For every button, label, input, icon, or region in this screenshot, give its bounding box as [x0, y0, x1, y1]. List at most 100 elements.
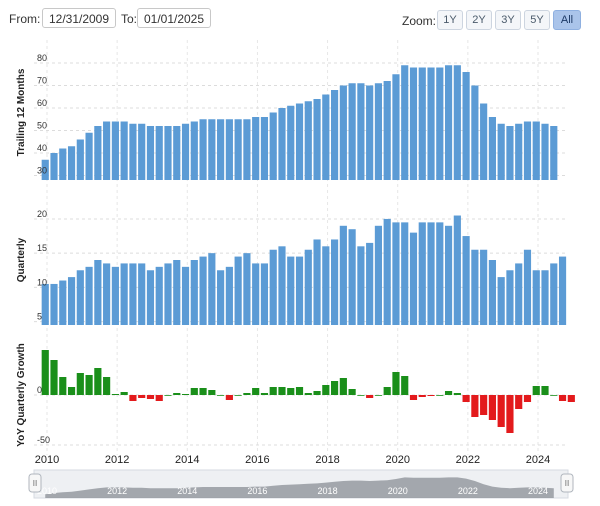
bar: [436, 67, 444, 180]
bar: [322, 246, 330, 325]
y-axis-label: Quarterly: [16, 237, 27, 282]
navigator-left-handle-grip: II: [33, 479, 37, 488]
bar: [50, 283, 58, 325]
from-label: From:: [9, 12, 41, 26]
zoom-5y-button[interactable]: 5Y: [524, 10, 550, 30]
navigator-left-handle[interactable]: [28, 473, 42, 493]
bar: [541, 123, 549, 180]
y-tick-label: 30: [37, 166, 47, 176]
bar: [383, 81, 391, 180]
bar: [444, 391, 453, 395]
zoom-label: Zoom:: [402, 14, 437, 28]
bar: [138, 123, 146, 180]
bar: [295, 103, 304, 180]
bar: [506, 395, 514, 433]
bar: [558, 395, 567, 401]
bar: [181, 266, 190, 325]
bar: [497, 395, 505, 427]
bar: [173, 126, 181, 180]
bar: [550, 126, 558, 180]
bar: [374, 395, 383, 396]
zoom-all-button[interactable]: All: [553, 10, 581, 30]
bar: [225, 395, 233, 400]
zoom-2y-button[interactable]: 2Y: [466, 10, 492, 30]
bar: [287, 388, 295, 395]
navigator-tick-label: 2012: [107, 486, 127, 496]
bar: [181, 123, 190, 180]
bar: [357, 246, 365, 325]
bar: [94, 126, 102, 180]
bar: [304, 393, 312, 395]
bar: [462, 395, 470, 402]
bar: [383, 387, 391, 395]
bar: [558, 256, 567, 325]
bar: [480, 103, 488, 180]
bar: [295, 387, 304, 395]
from-date-input[interactable]: 12/31/2009: [42, 8, 116, 28]
zoom-1y-button[interactable]: 1Y: [437, 10, 463, 30]
bar: [225, 119, 233, 180]
bar: [199, 256, 207, 325]
navigator-tick-label: 2010: [37, 486, 57, 496]
bar: [120, 121, 128, 180]
x-tick-label: 2020: [385, 454, 409, 466]
bar: [217, 119, 225, 180]
bar: [199, 119, 207, 180]
bar: [322, 94, 330, 180]
y-tick-label: 40: [37, 143, 47, 153]
bar: [278, 108, 286, 180]
bar: [480, 249, 488, 325]
bar: [243, 253, 251, 325]
bar: [252, 117, 260, 180]
bar: [313, 99, 321, 180]
bar: [322, 385, 330, 395]
x-tick-label: 2012: [105, 454, 129, 466]
bar: [418, 67, 426, 180]
bar: [85, 375, 93, 395]
bar: [138, 395, 146, 398]
bar: [208, 390, 216, 395]
bar: [59, 377, 67, 395]
bar: [129, 395, 137, 401]
y-tick-label: 5: [37, 312, 42, 322]
y-tick-label: 80: [37, 53, 47, 63]
bar: [392, 74, 400, 180]
bar: [374, 83, 383, 180]
bar: [287, 256, 295, 325]
bar: [278, 387, 286, 395]
bar: [76, 270, 84, 325]
bar: [173, 393, 181, 395]
bar: [523, 395, 532, 402]
bar: [331, 381, 339, 395]
zoom-3y-button[interactable]: 3Y: [495, 10, 521, 30]
bar: [339, 85, 347, 180]
bar: [67, 146, 76, 180]
bar: [287, 105, 295, 180]
bar: [164, 126, 172, 180]
bar: [304, 101, 312, 180]
bar: [94, 368, 102, 395]
bar: [480, 395, 488, 415]
y-axis-layer: 30 40 50 60 70 80 Trailing 12 Months 5 10 15 20 Qua…: [16, 53, 50, 447]
bar: [515, 123, 523, 180]
bar: [225, 266, 233, 325]
bar: [488, 395, 496, 420]
bar: [59, 280, 67, 325]
bar: [532, 121, 540, 180]
bar: [164, 263, 172, 325]
bar: [85, 266, 93, 325]
bar: [357, 395, 365, 396]
navigator-right-handle[interactable]: [560, 473, 574, 493]
bar: [453, 65, 461, 180]
bar: [50, 360, 58, 395]
bar: [252, 388, 260, 395]
y-tick-label: 20: [37, 209, 47, 219]
bar: [453, 393, 461, 395]
bar: [497, 277, 505, 325]
bar: [278, 246, 286, 325]
x-tick-label: 2014: [175, 454, 199, 466]
bar: [401, 222, 409, 325]
to-date-input[interactable]: 01/01/2025: [137, 8, 211, 28]
navigator[interactable]: 2010 2012 2014 2016 2018 2020 2022 2024 II II: [28, 469, 574, 499]
